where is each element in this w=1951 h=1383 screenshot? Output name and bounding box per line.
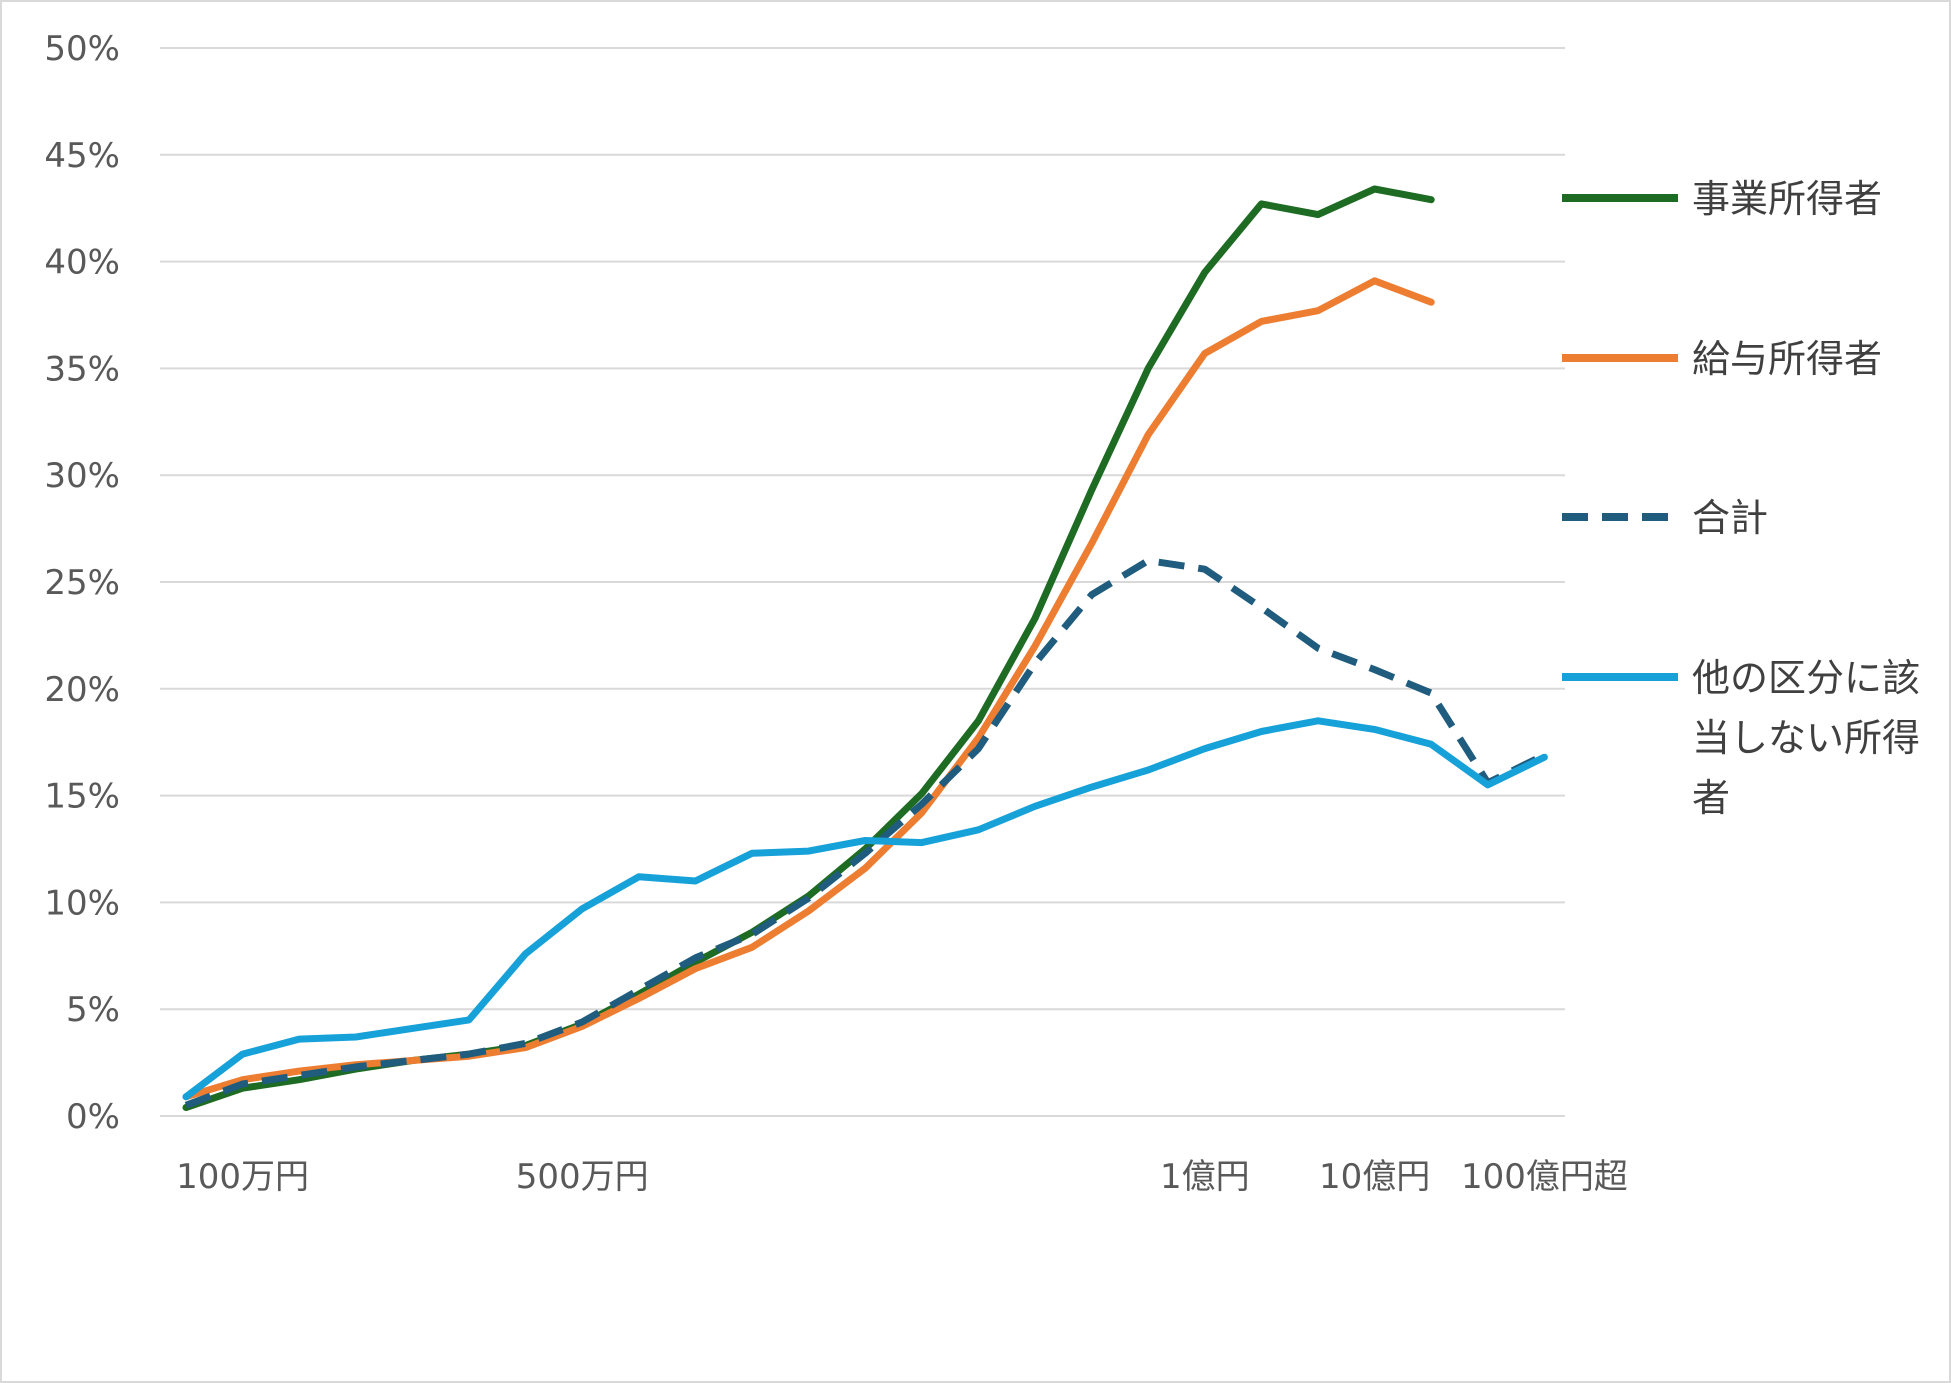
- legend-label: 事業所得者: [1692, 177, 1882, 221]
- series-line-0: [182, 185, 1435, 1111]
- y-tick-label: 35%: [44, 349, 120, 389]
- legend-label: 当しない所得: [1692, 716, 1920, 760]
- y-tick-label: 50%: [44, 29, 120, 69]
- series-lines: [182, 185, 1548, 1111]
- y-tick-label: 25%: [44, 563, 120, 603]
- y-tick-label: 30%: [44, 456, 120, 496]
- series-line-2: [184, 557, 1546, 1109]
- legend-label: 他の区分に該: [1692, 656, 1920, 700]
- y-tick-label: 0%: [66, 1097, 120, 1137]
- series-line-3: [182, 717, 1548, 1101]
- y-axis-labels: 0% 5% 10% 15% 20% 25% 30% 35% 40% 45% 50%: [44, 29, 120, 1137]
- x-tick-label: 100億円超: [1461, 1157, 1628, 1197]
- x-axis-labels: 100万円 500万円 1億円 10億円 100億円超: [176, 1157, 1628, 1197]
- y-tick-label: 5%: [66, 990, 120, 1030]
- x-tick-label: 100万円: [176, 1157, 309, 1197]
- y-tick-label: 15%: [44, 777, 120, 817]
- legend-label: 合計: [1692, 496, 1768, 540]
- x-tick-label: 10億円: [1319, 1157, 1430, 1197]
- y-tick-label: 45%: [44, 136, 120, 176]
- y-tick-label: 10%: [44, 883, 120, 923]
- y-tick-label: 20%: [44, 670, 120, 710]
- x-tick-label: 500万円: [516, 1157, 649, 1197]
- legend-label: 者: [1692, 776, 1730, 820]
- y-tick-label: 40%: [44, 243, 120, 283]
- legend-label: 給与所得者: [1692, 337, 1882, 381]
- gridlines: [160, 47, 1565, 1117]
- x-tick-label: 1億円: [1160, 1157, 1250, 1197]
